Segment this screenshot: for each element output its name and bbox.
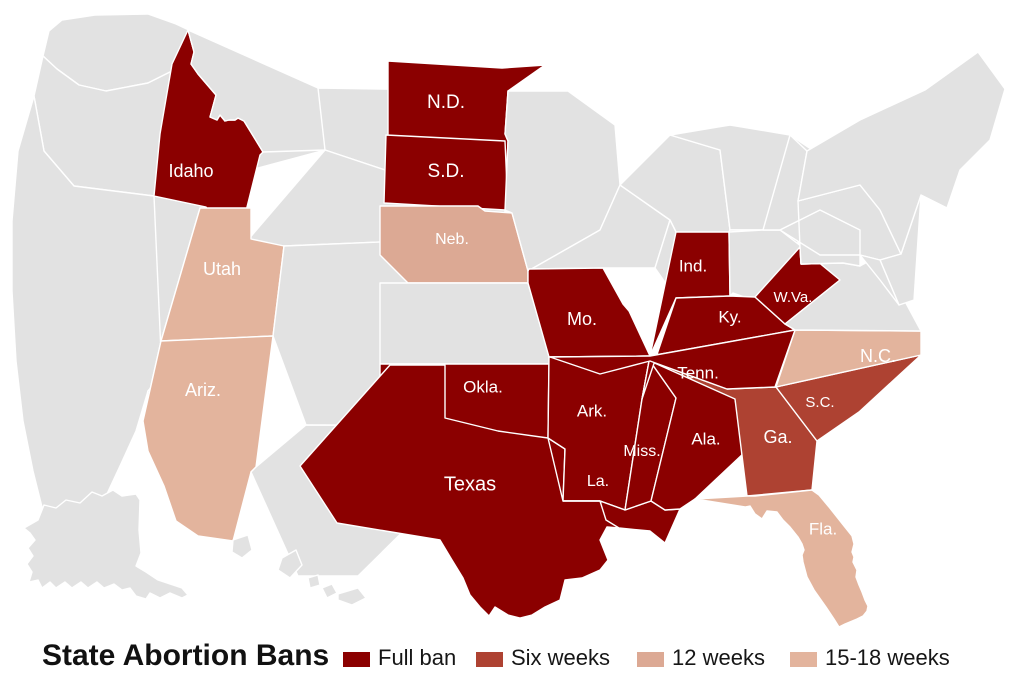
svg-text:Ariz.: Ariz. xyxy=(185,380,221,400)
svg-text:S.D.: S.D. xyxy=(428,161,465,182)
svg-text:Ala.: Ala. xyxy=(691,429,720,448)
svg-text:Mo.: Mo. xyxy=(567,309,597,329)
svg-text:Miss.: Miss. xyxy=(623,443,660,460)
svg-text:Tenn.: Tenn. xyxy=(677,363,719,382)
svg-text:State Abortion Bans: State Abortion Bans xyxy=(42,639,329,672)
svg-text:Fla.: Fla. xyxy=(809,519,837,538)
svg-text:Six weeks: Six weeks xyxy=(511,645,610,670)
svg-text:Idaho: Idaho xyxy=(168,161,213,181)
svg-text:N.D.: N.D. xyxy=(427,92,465,113)
svg-text:Ind.: Ind. xyxy=(679,256,707,275)
svg-text:La.: La. xyxy=(587,473,609,490)
svg-text:Ky.: Ky. xyxy=(718,307,741,326)
svg-text:Ark.: Ark. xyxy=(577,401,607,420)
svg-text:12 weeks: 12 weeks xyxy=(672,645,765,670)
svg-text:Full ban: Full ban xyxy=(378,645,456,670)
svg-text:15-18 weeks: 15-18 weeks xyxy=(825,645,950,670)
svg-text:Texas: Texas xyxy=(444,473,496,495)
svg-text:W.Va.: W.Va. xyxy=(774,289,813,306)
svg-text:N.C.: N.C. xyxy=(860,346,896,366)
svg-text:Utah: Utah xyxy=(203,259,241,279)
svg-text:Neb.: Neb. xyxy=(435,231,469,248)
svg-text:Ga.: Ga. xyxy=(763,427,792,447)
svg-text:Okla.: Okla. xyxy=(463,377,503,396)
svg-text:S.C.: S.C. xyxy=(805,394,834,411)
